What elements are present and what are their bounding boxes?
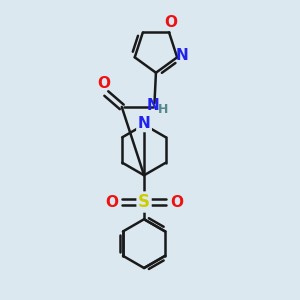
Text: O: O bbox=[170, 194, 183, 209]
Text: O: O bbox=[97, 76, 110, 91]
Text: N: N bbox=[138, 116, 150, 131]
Text: O: O bbox=[105, 194, 118, 209]
Text: O: O bbox=[164, 15, 177, 30]
Text: S: S bbox=[138, 193, 150, 211]
Text: N: N bbox=[147, 98, 159, 113]
Text: H: H bbox=[158, 103, 168, 116]
Text: N: N bbox=[176, 48, 189, 63]
